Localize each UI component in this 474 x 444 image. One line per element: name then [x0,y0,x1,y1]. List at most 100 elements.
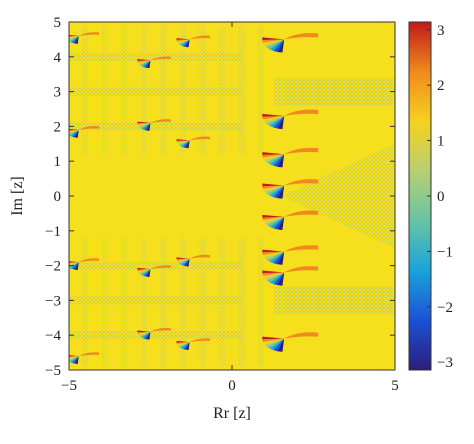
speckle-column [101,25,108,155]
speckle-column [101,237,108,367]
wedge-segment [273,216,285,230]
wedge-segment [181,140,190,148]
wedge-segment [137,59,151,61]
wedge-segment [262,272,285,279]
wedge-segment [69,355,79,357]
wedge-segment [176,38,190,40]
wedge-segment [262,216,285,223]
wedge-segment [141,60,151,68]
phase-wedge [137,56,171,69]
wedge-segment [266,216,285,228]
wedge-segment [69,262,79,267]
wedge-tail [284,210,319,217]
wedge-tail [284,245,319,252]
wedge-segment [72,356,79,364]
wedge-segment [183,39,190,48]
phase-wedge [69,126,100,138]
wedge-segment [69,35,79,38]
wedge-segment [277,251,285,265]
wedge-segment [277,216,285,231]
wedge-segment [69,129,79,133]
wedge-segment [69,356,79,363]
wedge-segment [69,262,79,266]
wedge-tail [189,35,211,40]
phase-wedge [262,179,319,199]
wedge-segment [176,257,190,260]
wedge-segment [262,115,285,122]
wedge-segment [264,251,285,260]
speckle-band [69,52,242,61]
wedge-segment [137,331,151,336]
wedge-tail [78,352,100,357]
speckle-column [140,25,147,155]
speckle-column [258,25,265,155]
y-tick-label: 0 [54,189,62,205]
wedge-segment [69,35,79,43]
wedge-segment [266,154,285,165]
speckle-fan [280,143,395,249]
speckle-column [199,25,206,155]
speckle-band [69,296,242,305]
wedge-segment [69,129,79,135]
wedge-segment [69,129,79,132]
wedge-segment [72,262,79,270]
wedge-segment [273,115,285,129]
wedge-segment [269,39,285,52]
wedge-segment [69,262,79,264]
wedge-segment [269,154,285,166]
wedge-segment [264,39,285,48]
speckle-tube [274,286,395,315]
colorbar-tick-label: 0 [437,189,445,205]
y-axis-label: Im [z] [9,176,26,216]
phase-wedge [176,338,211,351]
y-tick-label: −4 [45,328,61,344]
wedge-segment [181,342,190,350]
speckle-column [218,25,225,155]
wedge-segment [262,336,285,340]
wedge-segment [262,185,285,192]
wedge-tail [189,254,211,259]
wedge-segment [137,267,151,270]
wedge-segment [69,261,79,263]
wedge-segment [69,356,79,361]
wedge-segment [266,251,285,262]
wedge-segment [183,258,190,267]
phase-wedge [69,352,100,364]
wedge-segment [262,37,285,41]
wedge-segment [264,338,285,347]
wedge-tail [284,332,319,339]
wedge-segment [144,331,151,340]
wedge-segment [264,154,285,163]
wedge-segment [141,269,151,277]
wedge-segment [277,338,285,352]
wedge-segment [262,183,285,187]
wedge-segment [137,269,151,273]
wedge-segment [273,39,285,53]
wedge-segment [269,251,285,264]
colorbar-tick-label: 2 [437,78,445,94]
phase-wedge [262,109,319,130]
wedge-tail [78,126,100,130]
colorbar-tick-label: 3 [437,23,445,39]
wedge-segment [273,251,285,265]
wedge-segment [273,185,285,199]
colorbar: 3 2 1 0 −1 −2 −3 [408,21,453,371]
y-tick-label: 5 [54,15,62,31]
y-axis: 5 4 3 2 1 0 −1 −2 −3 −4 −5 [45,15,395,379]
wedge-segment [70,129,79,137]
speckle-bands [69,25,395,367]
wedge-segment [70,356,79,364]
phase-wedge [262,266,319,286]
y-tick-label: 3 [54,85,62,101]
wedge-segment [269,185,285,198]
wedge-segment [144,269,151,277]
x-tick-label: −5 [61,378,77,394]
wedge-segment [266,115,285,127]
wedge-segment [70,262,79,270]
phase-wedge [137,327,171,340]
wedge-segment [141,331,151,339]
speckle-band [69,87,242,96]
phase-wedge [69,32,100,44]
wedge-tail [150,327,171,332]
wedge-segment [277,39,285,53]
